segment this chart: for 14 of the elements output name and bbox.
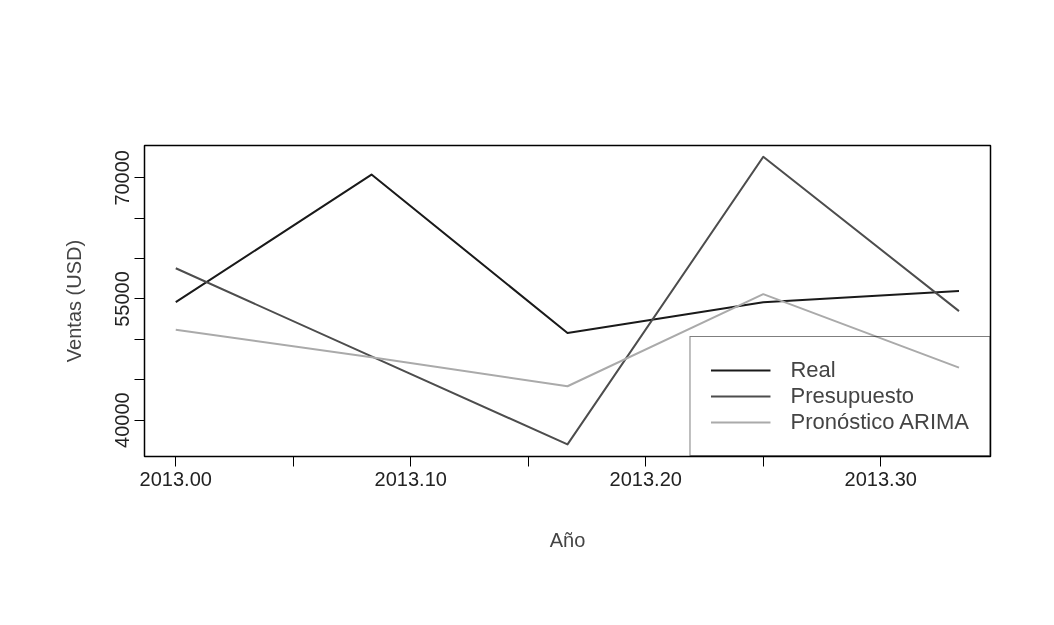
x-tick-label: 2013.10 — [374, 467, 447, 490]
x-tick-label: 2013.00 — [139, 467, 212, 490]
line-series — [174, 293, 961, 388]
y-axis-title: Ventas (USD) — [62, 239, 85, 363]
line-series — [174, 173, 961, 334]
x-axis-title: Año — [549, 528, 586, 551]
legend-label: Pronóstico ARIMA — [790, 409, 969, 435]
x-tick-label: 2013.30 — [844, 467, 917, 490]
y-tick-label: 40000 — [111, 392, 134, 448]
x-tick-label: 2013.20 — [609, 467, 682, 490]
legend-label: Real — [790, 357, 836, 383]
y-tick-label: 55000 — [111, 271, 134, 327]
y-tick-label: 70000 — [111, 149, 134, 206]
legend-label: Presupuesto — [790, 383, 915, 409]
